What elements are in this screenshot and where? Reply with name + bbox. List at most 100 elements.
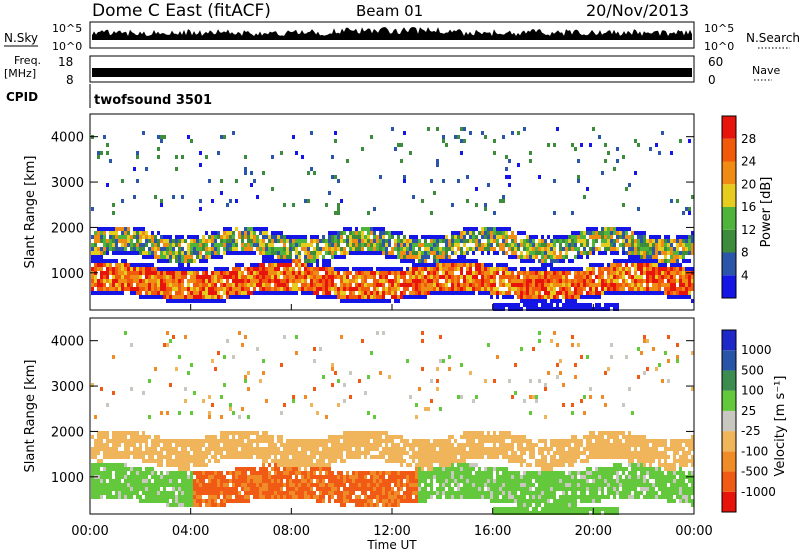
power-cell bbox=[397, 299, 400, 303]
power-cell bbox=[424, 235, 427, 239]
velocity-cell bbox=[259, 471, 262, 475]
velocity-cell bbox=[223, 355, 226, 359]
velocity-cell bbox=[244, 475, 247, 479]
power-cell bbox=[613, 275, 616, 279]
power-cell bbox=[157, 239, 160, 243]
velocity-cell bbox=[373, 415, 376, 419]
velocity-cell bbox=[145, 439, 148, 443]
velocity-cell bbox=[100, 475, 103, 479]
velocity-cell bbox=[148, 483, 151, 487]
power-cell bbox=[325, 279, 328, 283]
power-cell bbox=[358, 243, 361, 247]
velocity-cell bbox=[400, 455, 403, 459]
power-cell bbox=[286, 251, 289, 255]
power-cell bbox=[139, 283, 142, 287]
velocity-cell bbox=[325, 451, 328, 455]
power-cell bbox=[97, 247, 100, 251]
power-cell bbox=[376, 239, 379, 243]
power-cell bbox=[550, 259, 553, 263]
power-cell bbox=[526, 239, 529, 243]
power-cell bbox=[223, 239, 226, 243]
velocity-cell bbox=[199, 471, 202, 475]
power-cell bbox=[547, 235, 550, 239]
power-cell bbox=[436, 235, 439, 239]
power-cell bbox=[211, 199, 214, 203]
power-cell bbox=[97, 267, 100, 271]
power-cell bbox=[592, 239, 595, 243]
power-cell bbox=[364, 251, 367, 255]
power-cell bbox=[367, 251, 370, 255]
power-cell bbox=[568, 247, 571, 251]
velocity-cell bbox=[358, 439, 361, 443]
velocity-cell bbox=[184, 495, 187, 499]
velocity-cell bbox=[121, 435, 124, 439]
power-cell bbox=[478, 283, 481, 287]
velocity-cell bbox=[301, 447, 304, 451]
velocity-cell bbox=[319, 483, 322, 487]
velocity-cell bbox=[334, 443, 337, 447]
power-cell bbox=[514, 283, 517, 287]
power-cell bbox=[277, 239, 280, 243]
velocity-cell bbox=[109, 439, 112, 443]
velocity-cell bbox=[265, 439, 268, 443]
velocity-cell bbox=[316, 479, 319, 483]
power-cell bbox=[280, 291, 283, 295]
power-cell bbox=[343, 291, 346, 295]
velocity-cell bbox=[256, 443, 259, 447]
power-cell bbox=[253, 271, 256, 275]
power-cell bbox=[283, 243, 286, 247]
power-cell bbox=[235, 251, 238, 255]
power-cell bbox=[196, 243, 199, 247]
freq-panel-frame bbox=[89, 55, 695, 83]
power-cell bbox=[397, 267, 400, 271]
power-cell bbox=[118, 291, 121, 295]
power-cell bbox=[157, 271, 160, 275]
velocity-cell bbox=[370, 447, 373, 451]
colorbar-tick-label: 28 bbox=[741, 132, 756, 146]
power-cell bbox=[589, 267, 592, 271]
power-cell bbox=[400, 251, 403, 255]
power-cell bbox=[379, 275, 382, 279]
velocity-cell bbox=[412, 471, 415, 475]
velocity-cell bbox=[280, 439, 283, 443]
power-cell bbox=[577, 271, 580, 275]
power-cell bbox=[511, 251, 514, 255]
power-cell bbox=[310, 251, 313, 255]
power-cell bbox=[553, 283, 556, 287]
power-cell bbox=[523, 271, 526, 275]
power-cell bbox=[295, 291, 298, 295]
power-cell bbox=[271, 251, 274, 255]
power-cell bbox=[475, 259, 478, 263]
power-cell bbox=[667, 291, 670, 295]
power-cell bbox=[391, 127, 394, 131]
velocity-cell bbox=[211, 487, 214, 491]
power-cell bbox=[160, 139, 163, 143]
power-cell bbox=[490, 291, 493, 295]
power-cell bbox=[187, 299, 190, 303]
power-cell bbox=[403, 243, 406, 247]
velocity-cell bbox=[301, 463, 304, 467]
power-cell bbox=[400, 259, 403, 263]
power-cell bbox=[664, 259, 667, 263]
power-cell bbox=[211, 243, 214, 247]
power-cell bbox=[304, 259, 307, 263]
velocity-cell bbox=[193, 439, 196, 443]
velocity-cell bbox=[361, 483, 364, 487]
power-cell bbox=[142, 263, 145, 267]
power-cell bbox=[445, 275, 448, 279]
power-cell bbox=[157, 279, 160, 283]
velocity-cell bbox=[364, 431, 367, 435]
velocity-cell bbox=[367, 495, 370, 499]
power-cell bbox=[598, 267, 601, 271]
velocity-cell bbox=[379, 439, 382, 443]
power-cell bbox=[562, 279, 565, 283]
power-cell bbox=[334, 251, 337, 255]
velocity-cell bbox=[166, 475, 169, 479]
velocity-cell bbox=[271, 439, 274, 443]
velocity-cell bbox=[241, 495, 244, 499]
power-cell bbox=[517, 275, 520, 279]
power-cell bbox=[115, 275, 118, 279]
power-cell bbox=[376, 227, 379, 231]
velocity-cell bbox=[130, 475, 133, 479]
power-cell bbox=[640, 243, 643, 247]
